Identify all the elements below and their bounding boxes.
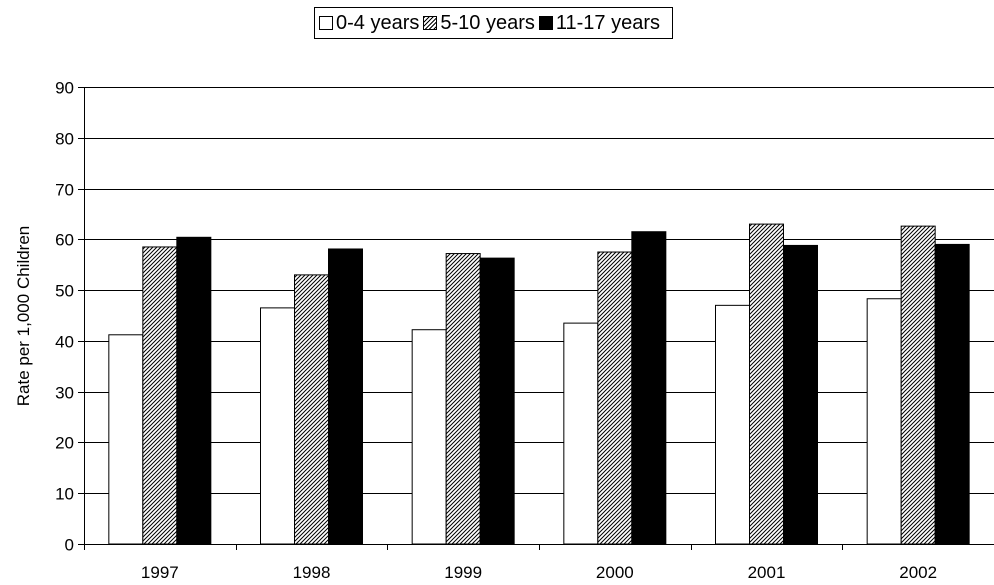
legend-swatch-11-17-years xyxy=(538,16,553,30)
legend-label-5-10-years: 5-10 years xyxy=(440,11,535,34)
bar-5-10-years-2001 xyxy=(749,223,784,545)
bar-0-4-years-1999 xyxy=(411,329,447,545)
legend-swatch-0-4-years xyxy=(319,16,333,30)
x-tick-label: 2000 xyxy=(596,563,634,582)
y-tick-label: 40 xyxy=(55,333,74,352)
bar-11-17-years-2001 xyxy=(783,244,818,545)
bar-0-4-years-2001 xyxy=(715,304,750,545)
y-tick-label: 0 xyxy=(65,536,74,555)
legend-item-0-4-years: 0-4 years xyxy=(319,12,419,35)
bar-11-17-years-2000 xyxy=(631,231,667,545)
y-tick-label: 70 xyxy=(55,181,74,200)
axes xyxy=(78,87,994,550)
y-tick-label: 90 xyxy=(55,79,74,98)
x-tick-label: 1999 xyxy=(444,563,482,582)
x-tick-label: 2002 xyxy=(899,563,937,582)
bar-11-17-years-2002 xyxy=(934,243,970,545)
y-tick-label: 20 xyxy=(55,434,74,453)
y-axis-label: Rate per 1,000 Children xyxy=(14,226,33,407)
bars xyxy=(108,223,970,545)
bar-0-4-years-2002 xyxy=(866,298,902,545)
bar-0-4-years-1997 xyxy=(108,334,144,545)
legend-item-5-10-years: 5-10 years xyxy=(423,12,535,35)
bar-11-17-years-1999 xyxy=(479,257,515,545)
x-tick-label: 1998 xyxy=(293,563,331,582)
tick-labels: 0 10 20 30 40 50 60 70 80 90 1997 1998 1999 2000 2001 2… xyxy=(55,79,937,583)
bar-5-10-years-1998 xyxy=(294,274,329,545)
y-tick-label: 50 xyxy=(55,282,74,301)
bar-5-10-years-2000 xyxy=(597,251,633,545)
legend-label-0-4-years: 0-4 years xyxy=(336,11,420,34)
bar-0-4-years-1998 xyxy=(260,307,295,545)
y-tick-label: 10 xyxy=(55,485,74,504)
bar-0-4-years-2000 xyxy=(563,322,599,545)
bar-11-17-years-1998 xyxy=(328,248,363,545)
y-tick-label: 80 xyxy=(55,130,74,149)
chart-legend: 0-4 years 5-10 years 11-17 years xyxy=(314,7,674,39)
bar-5-10-years-2002 xyxy=(900,225,936,545)
legend-item-11-17-years: 11-17 years xyxy=(538,11,661,35)
bar-5-10-years-1999 xyxy=(445,253,481,545)
gridlines xyxy=(84,87,994,494)
y-tick-label: 30 xyxy=(55,384,74,403)
legend-label-11-17-years: 11-17 years xyxy=(555,11,661,34)
x-tick-label: 2001 xyxy=(748,563,786,582)
legend-swatch-5-10-years xyxy=(423,16,438,30)
bar-11-17-years-1997 xyxy=(176,236,212,545)
y-tick-label: 60 xyxy=(55,231,74,250)
x-tick-label: 1997 xyxy=(141,563,179,582)
bar-5-10-years-1997 xyxy=(142,246,178,545)
